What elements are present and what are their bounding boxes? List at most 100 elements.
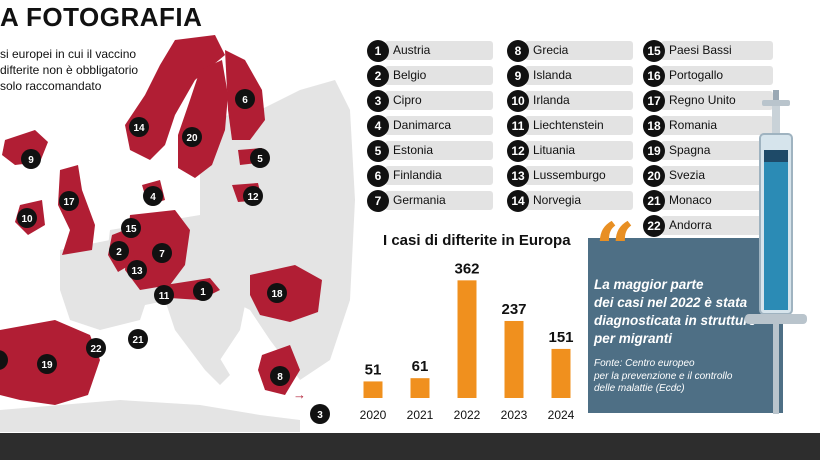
- bar-value-label: 237: [501, 301, 526, 318]
- subtitle-line: solo raccomandato: [0, 79, 102, 93]
- quote-box: [588, 238, 783, 413]
- country-number-badge: 4: [367, 114, 389, 137]
- svg-text:9: 9: [28, 155, 34, 166]
- country-number-badge: 8: [507, 39, 529, 62]
- cases-bar-chart: 51 2020 61 2021 362 2022 237 2023 151 2024: [360, 260, 575, 422]
- bar-value-label: 51: [365, 361, 382, 378]
- map-marker-4: 4: [143, 186, 163, 206]
- quote-mark-icon: “: [595, 207, 636, 290]
- country-name: Liechtenstein: [525, 116, 633, 135]
- bar-value-label: 151: [548, 329, 573, 346]
- map-marker-2: 2: [109, 241, 129, 261]
- country-number-badge: 2: [367, 64, 389, 87]
- map-marker-16: [0, 350, 8, 370]
- country-number-badge: 20: [643, 164, 665, 187]
- map-marker-14: 14: [129, 117, 149, 137]
- country-number-badge: 7: [367, 189, 389, 212]
- map-marker-13: 13: [127, 260, 147, 280]
- country-list-item: 1 Austria: [367, 38, 493, 63]
- country-list-item: 7 Germania: [367, 188, 493, 213]
- cyprus-arrow: →: [293, 387, 306, 402]
- category-label: 2023: [501, 408, 528, 422]
- svg-text:13: 13: [131, 266, 143, 277]
- country-name: Estonia: [385, 141, 493, 160]
- svg-text:15: 15: [125, 224, 137, 235]
- country-number-badge: 17: [643, 89, 665, 112]
- country-number-badge: 15: [643, 39, 665, 62]
- country-list-item: 2 Belgio: [367, 63, 493, 88]
- map-marker-11: 11: [154, 285, 174, 305]
- bar-2023: [504, 320, 524, 398]
- svg-text:21: 21: [132, 335, 144, 346]
- country-list-item: 22 Andorra: [643, 213, 773, 238]
- country-list-item: 3 Cipro: [367, 88, 493, 113]
- quote-line: per migranti: [594, 331, 673, 346]
- country-number-badge: 3: [367, 89, 389, 112]
- svg-text:2: 2: [116, 247, 122, 258]
- svg-text:17: 17: [63, 197, 75, 208]
- svg-text:7: 7: [159, 249, 165, 260]
- map-country-uk: [58, 165, 95, 255]
- country-number-badge: 10: [507, 89, 529, 112]
- country-number-badge: 21: [643, 189, 665, 212]
- map-marker-3: 3: [310, 404, 330, 424]
- chart-title: I casi di difterite in Europa: [383, 232, 571, 249]
- source-line: Fonte: Centro europeo: [594, 358, 695, 369]
- country-name: Islanda: [525, 66, 633, 85]
- svg-text:4: 4: [150, 192, 156, 203]
- category-label: 2022: [454, 408, 481, 422]
- quote-text: La maggior parte dei casi nel 2022 è sta…: [594, 276, 772, 348]
- map-marker-1: 1: [193, 281, 213, 301]
- svg-text:5: 5: [257, 154, 263, 165]
- country-name: Spagna: [661, 141, 773, 160]
- country-name: Portogallo: [661, 66, 773, 85]
- map-land-italy: [165, 300, 230, 385]
- country-name: Finlandia: [385, 166, 493, 185]
- country-list-item: 15 Paesi Bassi: [643, 38, 773, 63]
- map-marker-12: 12: [243, 186, 263, 206]
- source-line: per la prevenzione e il controllo: [594, 370, 733, 382]
- quote-line: La maggior parte: [594, 277, 704, 292]
- country-name: Grecia: [525, 41, 633, 60]
- subtitle-line: si europei in cui il vaccino: [0, 47, 137, 61]
- country-list-item: 11 Liechtenstein: [507, 113, 633, 138]
- country-list-item: 13 Lussemburgo: [507, 163, 633, 188]
- country-number-badge: 14: [507, 189, 529, 212]
- country-list-item: 14 Norvegia: [507, 188, 633, 213]
- country-number-badge: 12: [507, 139, 529, 162]
- country-name: Romania: [661, 116, 773, 135]
- country-name: Monaco: [661, 191, 773, 210]
- map-marker-8: 8: [270, 366, 290, 386]
- country-number-badge: 11: [507, 114, 529, 137]
- map-marker-18: 18: [267, 283, 287, 303]
- country-name: Irlanda: [525, 91, 633, 110]
- country-name: Lussemburgo: [525, 166, 633, 185]
- country-list-item: 10 Irlanda: [507, 88, 633, 113]
- country-number-badge: 13: [507, 164, 529, 187]
- country-list-item: 4 Danimarca: [367, 113, 493, 138]
- country-list-col-3: 15 Paesi Bassi 16 Portogallo 17 Regno Unito 18…: [643, 38, 773, 238]
- country-number-badge: 1: [367, 39, 389, 62]
- syringe-illustration: [745, 90, 807, 414]
- quote-line: dei casi nel 2022 è stata: [594, 295, 748, 310]
- country-name: Paesi Bassi: [661, 41, 773, 60]
- country-name: Lituania: [525, 141, 633, 160]
- country-name: Belgio: [385, 66, 493, 85]
- country-list-item: 19 Spagna: [643, 138, 773, 163]
- map-markers: 6 20 14 9 5 12 4 17 10 15 2 7 13 1 11 18…: [0, 89, 330, 424]
- map-subtitle: si europei in cui il vaccino difterite n…: [0, 46, 180, 94]
- country-list-item: 9 Islanda: [507, 63, 633, 88]
- page-title: A FOTOGRAFIA: [0, 2, 203, 32]
- source-line: delle malattie (Ecdc): [594, 383, 685, 394]
- svg-text:19: 19: [41, 360, 53, 371]
- bar-2021: [410, 378, 430, 398]
- footer-bar: [0, 433, 820, 460]
- svg-text:1: 1: [200, 287, 206, 298]
- map-marker-20: 20: [182, 127, 202, 147]
- country-name: Austria: [385, 41, 493, 60]
- country-name: Danimarca: [385, 116, 493, 135]
- category-label: 2020: [360, 408, 387, 422]
- europe-map: 6 20 14 9 5 12 4 17 10 15 2 7 13 1 11 18…: [0, 0, 360, 432]
- country-name: Cipro: [385, 91, 493, 110]
- country-number-badge: 5: [367, 139, 389, 162]
